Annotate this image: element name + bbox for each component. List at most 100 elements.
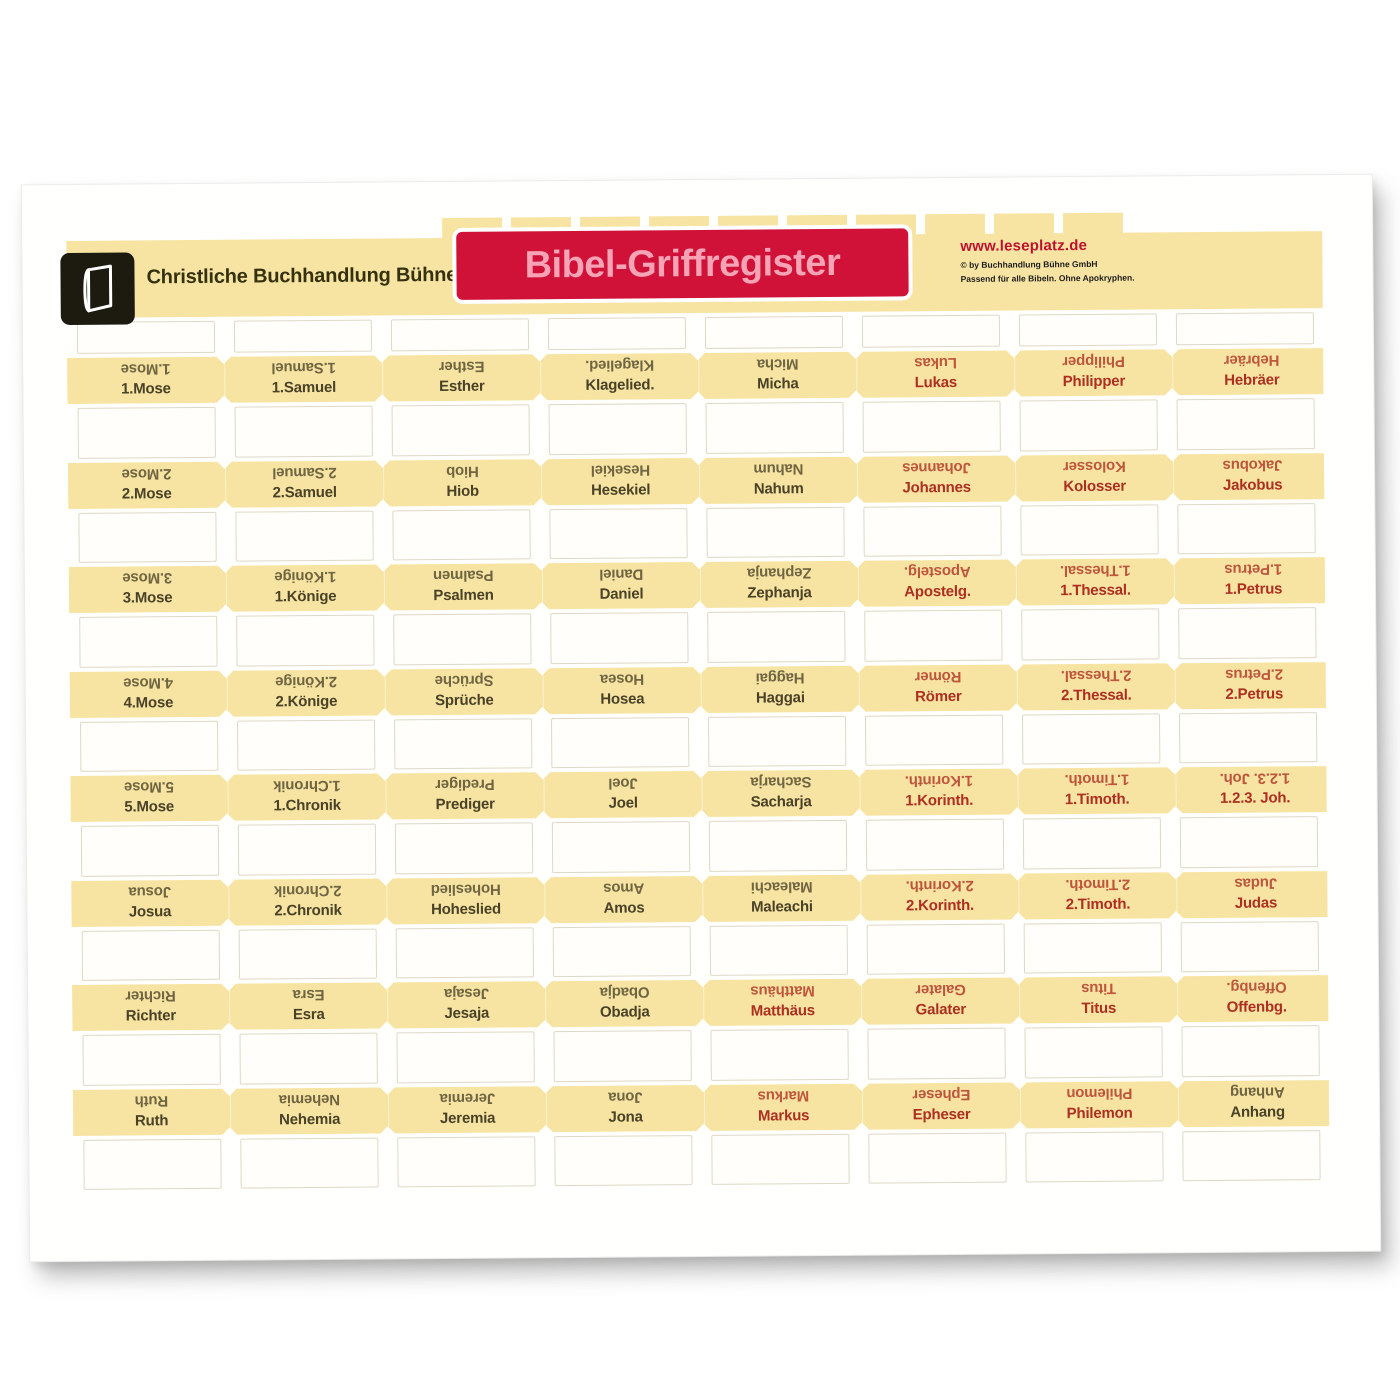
bible-tab: Esther Esther	[382, 354, 541, 402]
tab-label: Psalmen	[433, 586, 494, 605]
tab-label-mirrored: Apostelg.	[904, 562, 971, 581]
tab-label-mirrored: Richter	[125, 987, 176, 1005]
tab-backing-outline	[237, 719, 376, 771]
tab-label: Hosea	[600, 689, 645, 708]
tab-label: Kolosser	[1063, 477, 1127, 495]
tab-label-mirrored: Haggai	[755, 668, 805, 687]
bible-tab: 1.Mose 1.Mose	[67, 357, 224, 404]
tab-label-mirrored: Hiob	[446, 462, 479, 480]
tab-backing-outline	[1021, 608, 1160, 660]
tab-label-mirrored: Philemon	[1066, 1084, 1133, 1102]
bible-tab: Römer Römer	[858, 664, 1017, 712]
bible-tab: Klagelied. Klagelied.	[540, 353, 699, 401]
tab-label: Ruth	[134, 1111, 169, 1129]
tab-label-mirrored: 2.Chronik	[274, 881, 342, 899]
bible-tab: Prediger Prediger	[385, 772, 544, 820]
tab-label: 2.Thessal.	[1060, 686, 1132, 704]
tab-label: 1.Mose	[121, 380, 171, 398]
bible-tab: 4.Mose 4.Mose	[70, 670, 227, 717]
tab-label-mirrored: 2.Thessal.	[1060, 666, 1132, 684]
tab-backing-outline	[552, 925, 692, 978]
tab-label: Jeremia	[439, 1109, 496, 1127]
tab-label-mirrored: Hebräer	[1224, 351, 1280, 369]
tab-row: 3.Mose 3.Mose 1.Könige 1.Könige Psalmen Psalm…	[68, 557, 1333, 613]
bible-tab: Jakobus Jakobus	[1172, 452, 1332, 500]
tab-label: Richter	[125, 1007, 177, 1025]
tab-label: Hoheslied	[430, 900, 501, 918]
bible-tab: Psalmen Psalmen	[383, 563, 543, 611]
tab-backing-outline	[77, 406, 216, 459]
tab-label-mirrored: Lukas	[914, 353, 957, 372]
bible-tab: 2.Könige 2.Könige	[226, 668, 385, 717]
tab-label: Apostelg.	[904, 582, 971, 601]
book-icon	[83, 264, 113, 313]
tab-label-mirrored: Jeremia	[439, 1089, 496, 1107]
tab-backing-outline	[1022, 817, 1162, 869]
tab-label: Hiob	[446, 482, 480, 500]
bible-tab: 2.Petrus 2.Petrus	[1174, 661, 1333, 709]
tab-label-mirrored: Jesaja	[444, 984, 490, 1003]
tab-row: Richter Richter Esra Esra Jesaja Jesaja Obadja…	[72, 975, 1336, 1031]
bible-tab: Josua Josua	[71, 879, 228, 926]
tab-backing-outline	[1020, 503, 1159, 556]
tab-label-mirrored: 1.Mose	[120, 360, 171, 378]
tab-label: Daniel	[599, 585, 644, 603]
tab-label: Esra	[292, 1005, 325, 1024]
tab-backing-outline	[396, 1031, 535, 1083]
tab-label-mirrored: Hosea	[600, 669, 645, 688]
tab-backing-row	[72, 1025, 1328, 1086]
tab-label: Prediger	[435, 795, 495, 814]
bible-tab: Hosea Hosea	[542, 666, 701, 714]
tab-label: Esther	[439, 377, 485, 396]
tab-label-mirrored: 2.Korinth.	[905, 876, 974, 894]
tab-backing-outline	[234, 405, 373, 458]
bible-tab: Hiob Hiob	[382, 458, 542, 506]
bible-tab: Lukas Lukas	[856, 350, 1015, 398]
tab-label: Nehemia	[278, 1110, 341, 1128]
bible-tab: 3.Mose 3.Mose	[69, 566, 226, 613]
tab-label-mirrored: Anhang	[1230, 1082, 1285, 1101]
bible-tab: 1.Petrus 1.Petrus	[1173, 557, 1333, 605]
bible-tab: Jona Jona	[545, 1084, 705, 1132]
bible-tab: Hoheslied Hoheslied	[386, 876, 545, 924]
bible-tab: Hebräer Hebräer	[1172, 348, 1331, 396]
tab-label: Epheser	[912, 1105, 971, 1123]
tab-label-mirrored: 2.Timoth.	[1065, 875, 1131, 893]
tab-label-mirrored: Nehemia	[278, 1090, 341, 1108]
tab-label: 1.Thessal.	[1060, 581, 1131, 600]
tab-label-mirrored: Klagelied.	[585, 356, 655, 374]
tab-backing-outline	[704, 315, 844, 349]
tab-label: 2.Chronik	[274, 901, 342, 919]
tab-row: Josua Josua 2.Chronik 2.Chronik Hoheslied Hoh…	[71, 870, 1335, 927]
tab-label: Philemon	[1066, 1104, 1133, 1122]
tab-label-mirrored: Römer	[914, 667, 962, 685]
tab-label: 2.Petrus	[1225, 684, 1284, 703]
bible-tab: Matthäus Matthäus	[703, 978, 862, 1026]
tab-label: 1.Petrus	[1224, 580, 1283, 598]
register-sheet: Christliche Buchhandlung Bühne Bibel-Gri…	[21, 174, 1381, 1262]
tab-label-mirrored: 1.Chronik	[273, 776, 341, 795]
tab-backing-outline	[551, 821, 691, 873]
tab-label-mirrored: Zephanja	[747, 564, 812, 582]
tab-backing-outline	[390, 318, 530, 352]
tab-backing-outline	[863, 505, 1002, 557]
bible-tab: Philipper Philipper	[1014, 349, 1173, 397]
tab-label-mirrored: Amos	[603, 878, 645, 897]
note-line: Passend für alle Bibeln. Ohne Apokryphen…	[960, 272, 1135, 284]
tab-label-mirrored: Offenbg.	[1226, 978, 1287, 996]
bible-tab: 2.Korinth. 2.Korinth.	[860, 873, 1019, 921]
tab-backing-outline	[864, 714, 1004, 766]
tab-backing-outline	[80, 720, 219, 772]
tab-backing-outline	[79, 615, 218, 668]
bible-tab: Esra Esra	[229, 982, 388, 1030]
tab-label-mirrored: Obadja	[599, 983, 650, 1001]
tab-backing-outline	[550, 716, 690, 769]
tab-label: Haggai	[755, 688, 805, 707]
bible-tab: Philemon Philemon	[1019, 1080, 1179, 1129]
tab-label: Johannes	[902, 478, 971, 496]
bible-tab: Richter Richter	[72, 984, 229, 1031]
tab-label-mirrored: Matthäus	[750, 982, 815, 1000]
tab-backing-outline	[81, 929, 221, 981]
tab-backing-outline	[397, 1135, 536, 1188]
tab-backing-outline	[1019, 399, 1158, 451]
